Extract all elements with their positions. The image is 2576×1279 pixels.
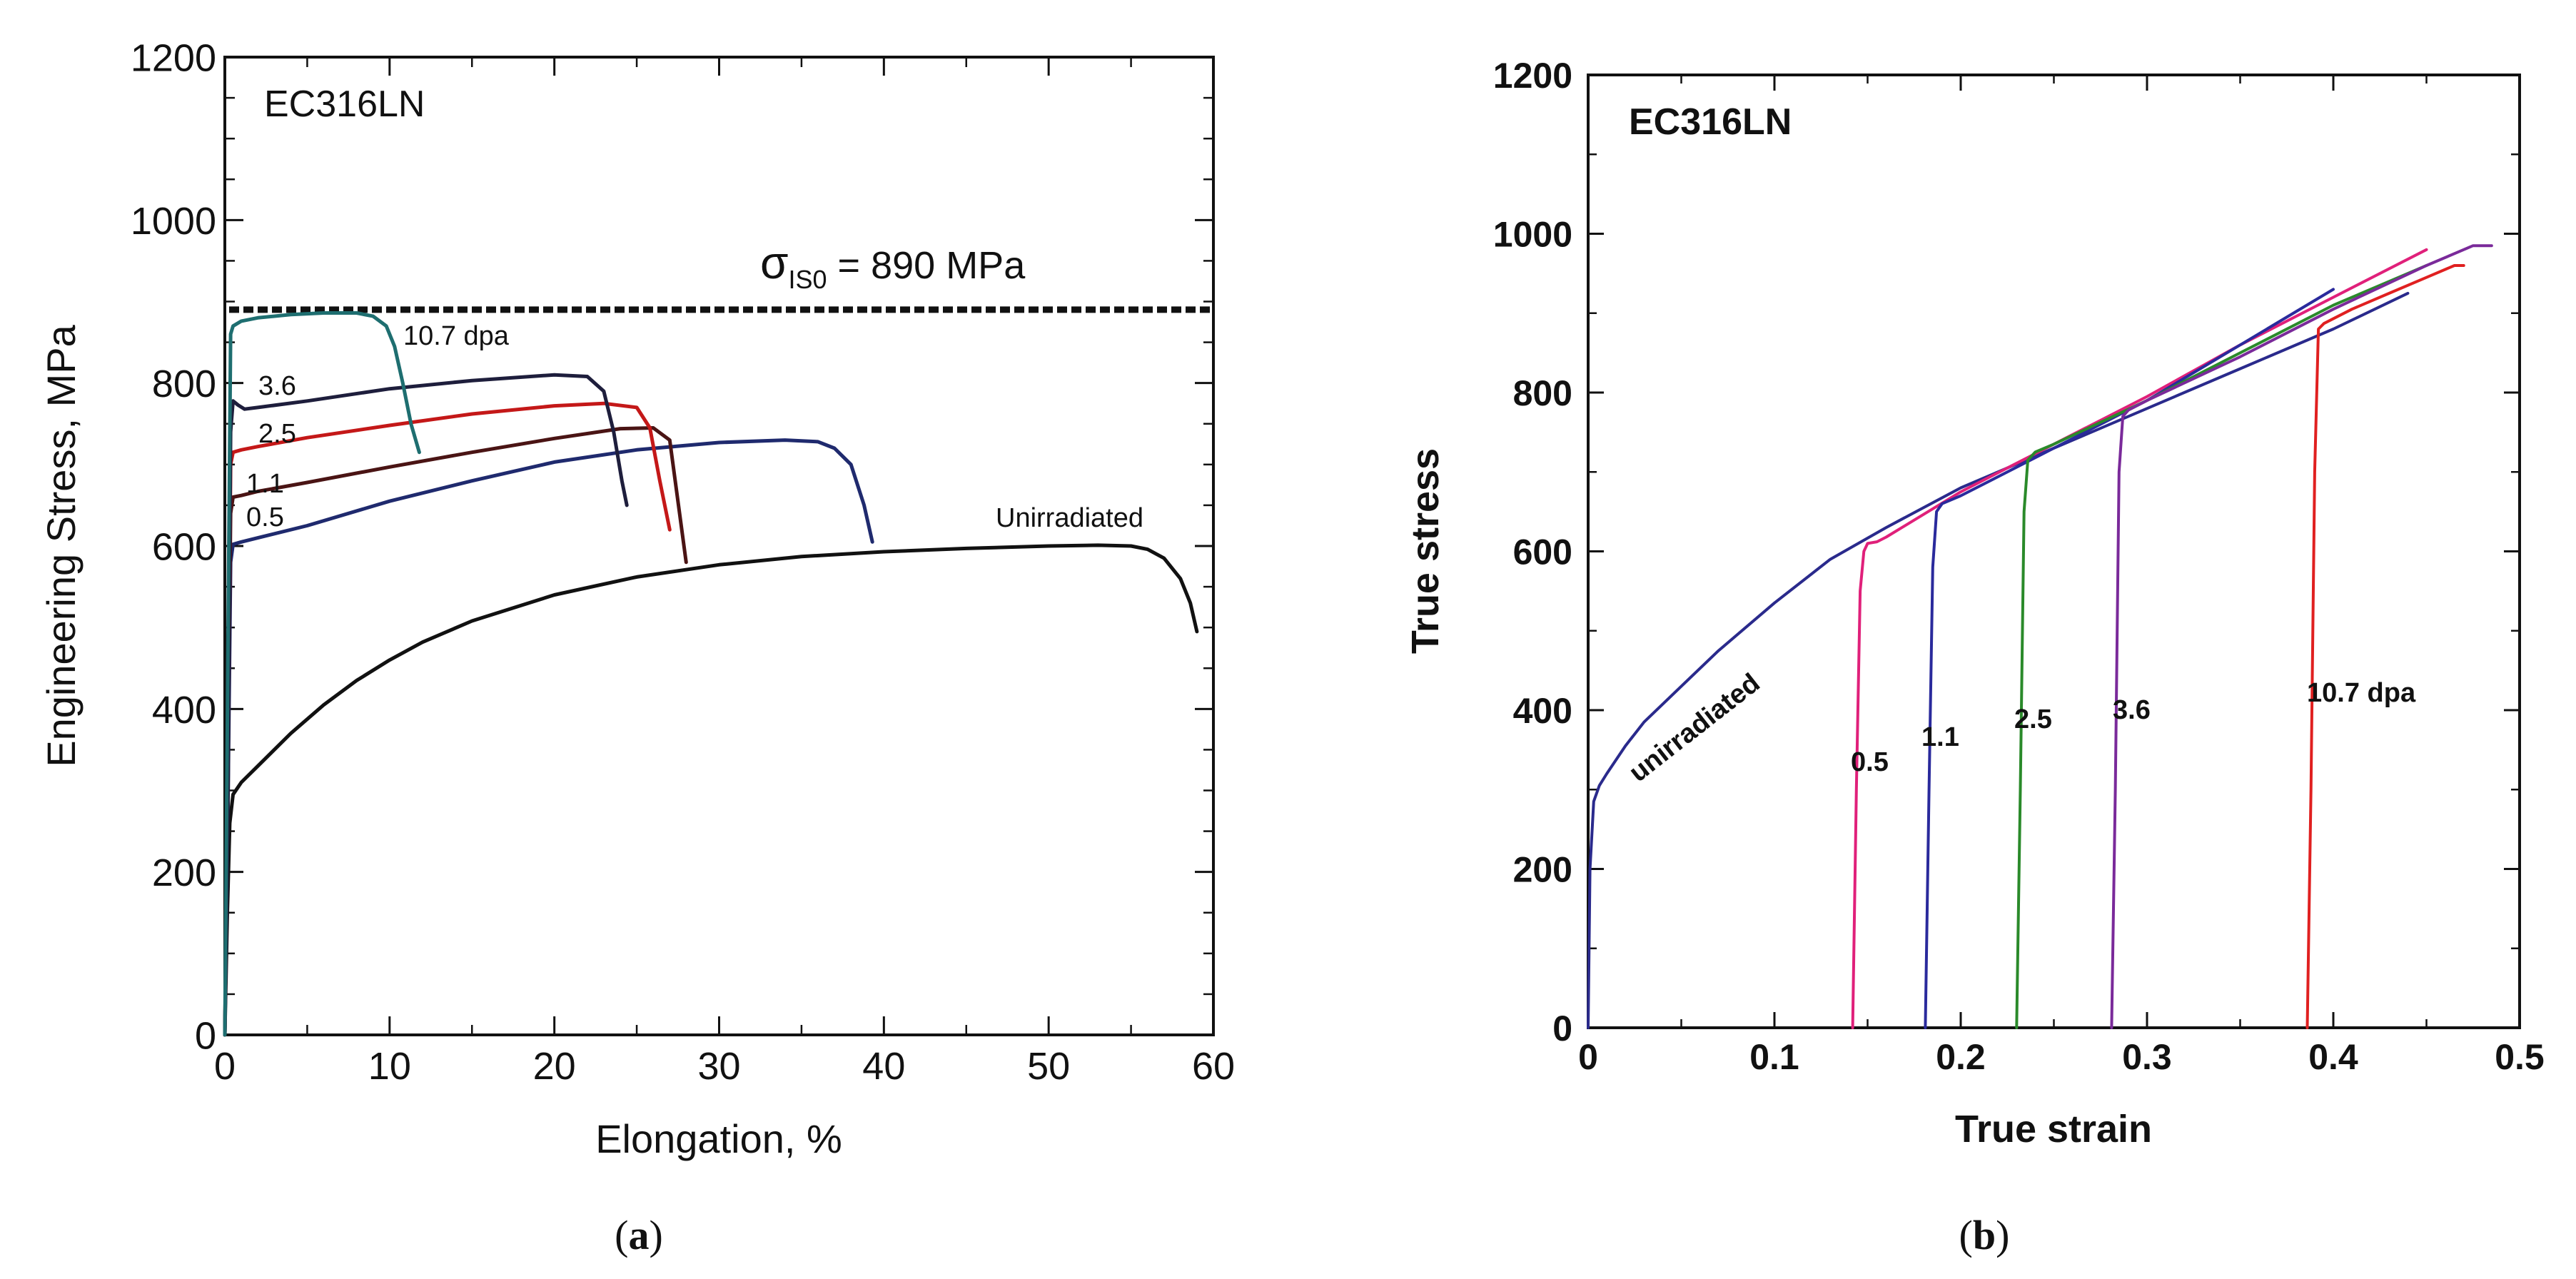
panel-a-ref-sigma: σ bbox=[760, 237, 789, 288]
panel-a-y-tick-label-1000: 1000 bbox=[131, 200, 216, 243]
panel-a-y-tick-label-0: 0 bbox=[195, 1014, 216, 1057]
panel-a-series-line-0-5 bbox=[223, 438, 874, 1037]
panel-b-x-tick-label-0: 0 bbox=[1578, 1037, 1598, 1077]
panel-a-ref-value: = 890 MPa bbox=[827, 244, 1026, 287]
panel-a-series-line-unirradiated bbox=[223, 543, 1199, 1037]
panel-a-x-tick-label-20: 20 bbox=[533, 1045, 576, 1088]
panel-a-series-line-10-7-dpa bbox=[223, 311, 421, 1037]
panel-b-true-stress-chart: 0 0.1 0.2 0.3 0.4 0.5 0 200 400 600 800 1000 1200 EC… bbox=[1404, 56, 2545, 1258]
panel-b-y-tick-label-800: 800 bbox=[1513, 373, 1572, 413]
panel-a-x-tick-label-40: 40 bbox=[862, 1045, 905, 1088]
panel-b-tick-labels: 0 0.1 0.2 0.3 0.4 0.5 0 200 400 600 800 1000 1200 bbox=[1493, 56, 2545, 1077]
panel-b-y-tick-label-600: 600 bbox=[1513, 532, 1572, 572]
panel-b-series-line-unirradiated bbox=[1587, 291, 2410, 1029]
panel-a-y-tick-label-200: 200 bbox=[152, 851, 216, 894]
series-label-b-1-1: 1.1 bbox=[1921, 722, 1959, 752]
panel-a-chart-title: EC316LN bbox=[264, 84, 425, 125]
series-label-unirradiated: Unirradiated bbox=[996, 503, 1143, 533]
panel-b-y-axis-label: True stress bbox=[1404, 448, 1447, 654]
series-label-0-5: 0.5 bbox=[246, 502, 284, 532]
panel-b-x-axis-label: True strain bbox=[1955, 1108, 2152, 1151]
panel-b-series-line-10-7-dpa bbox=[2305, 264, 2465, 1029]
series-label-b-0-5: 0.5 bbox=[1851, 747, 1889, 777]
panel-b-x-tick-label-0-2: 0.2 bbox=[1936, 1037, 1986, 1077]
panel-b-chart-title: EC316LN bbox=[1629, 101, 1792, 143]
panel-a-x-axis-label: Elongation, % bbox=[595, 1116, 842, 1161]
series-label-2-5: 2.5 bbox=[258, 419, 296, 449]
panel-b-x-tick-label-0-4: 0.4 bbox=[2308, 1037, 2358, 1077]
panel-a-caption-letter: a bbox=[629, 1212, 650, 1258]
panel-b-tick-marks bbox=[1587, 74, 2521, 1029]
panel-b-series-group bbox=[1587, 244, 2493, 1029]
series-label-b-unirradiated: unirradiated bbox=[1624, 668, 1766, 788]
panel-a-x-tick-label-30: 30 bbox=[697, 1045, 740, 1088]
panel-b-plot-frame bbox=[1587, 74, 2521, 1029]
panel-b-series-line-3-6 bbox=[2110, 244, 2493, 1029]
series-label-1-1: 1.1 bbox=[246, 469, 284, 499]
panel-a-x-tick-label-50: 50 bbox=[1027, 1045, 1070, 1088]
panel-a-y-axis-label: Engineering Stress, MPa bbox=[39, 324, 84, 767]
panel-a-y-tick-label-600: 600 bbox=[152, 525, 216, 568]
series-label-b-10-7-dpa: 10.7 dpa bbox=[2307, 678, 2416, 708]
panel-a-reference-line-label: σIS0 = 890 MPa bbox=[760, 237, 1026, 294]
panel-b-caption-letter: b bbox=[1973, 1212, 1996, 1258]
panel-b-y-tick-label-0: 0 bbox=[1552, 1008, 1572, 1048]
panel-a-series-group bbox=[223, 311, 1199, 1037]
panel-b-y-tick-label-1000: 1000 bbox=[1493, 215, 1572, 255]
series-label-10-7-dpa: 10.7 dpa bbox=[403, 321, 510, 351]
panel-a-series-line-2-5 bbox=[223, 401, 672, 1037]
panel-a-series-line-3-6 bbox=[223, 373, 629, 1037]
panel-a-x-tick-label-60: 60 bbox=[1192, 1045, 1235, 1088]
panel-a-x-tick-label-0: 0 bbox=[214, 1045, 236, 1088]
panel-a-y-tick-label-800: 800 bbox=[152, 363, 216, 405]
panel-b-series-line-2-5 bbox=[2015, 264, 2428, 1029]
series-label-b-2-5: 2.5 bbox=[2014, 704, 2052, 734]
panel-a-y-tick-label-400: 400 bbox=[152, 689, 216, 732]
series-label-3-6: 3.6 bbox=[258, 371, 296, 401]
panel-b-x-tick-label-0-3: 0.3 bbox=[2122, 1037, 2172, 1077]
panel-b-y-tick-label-200: 200 bbox=[1513, 850, 1572, 890]
panel-a-ref-subscript: IS0 bbox=[789, 265, 827, 294]
panel-b-y-tick-label-1200: 1200 bbox=[1493, 56, 1572, 96]
panel-b-x-tick-label-0-1: 0.1 bbox=[1749, 1037, 1799, 1077]
panel-b-x-tick-label-0-5: 0.5 bbox=[2495, 1037, 2545, 1077]
panel-a-y-tick-label-1200: 1200 bbox=[131, 36, 216, 79]
panel-b-series-line-0-5 bbox=[1851, 248, 2428, 1029]
panel-b-y-tick-label-400: 400 bbox=[1513, 691, 1572, 731]
panel-b-series-line-1-1 bbox=[1924, 288, 2335, 1029]
series-label-b-3-6: 3.6 bbox=[2113, 695, 2151, 725]
panel-a-caption: (a) bbox=[615, 1212, 663, 1258]
panel-a-x-tick-label-10: 10 bbox=[368, 1045, 411, 1088]
panel-b-caption: (b) bbox=[1959, 1212, 2010, 1258]
